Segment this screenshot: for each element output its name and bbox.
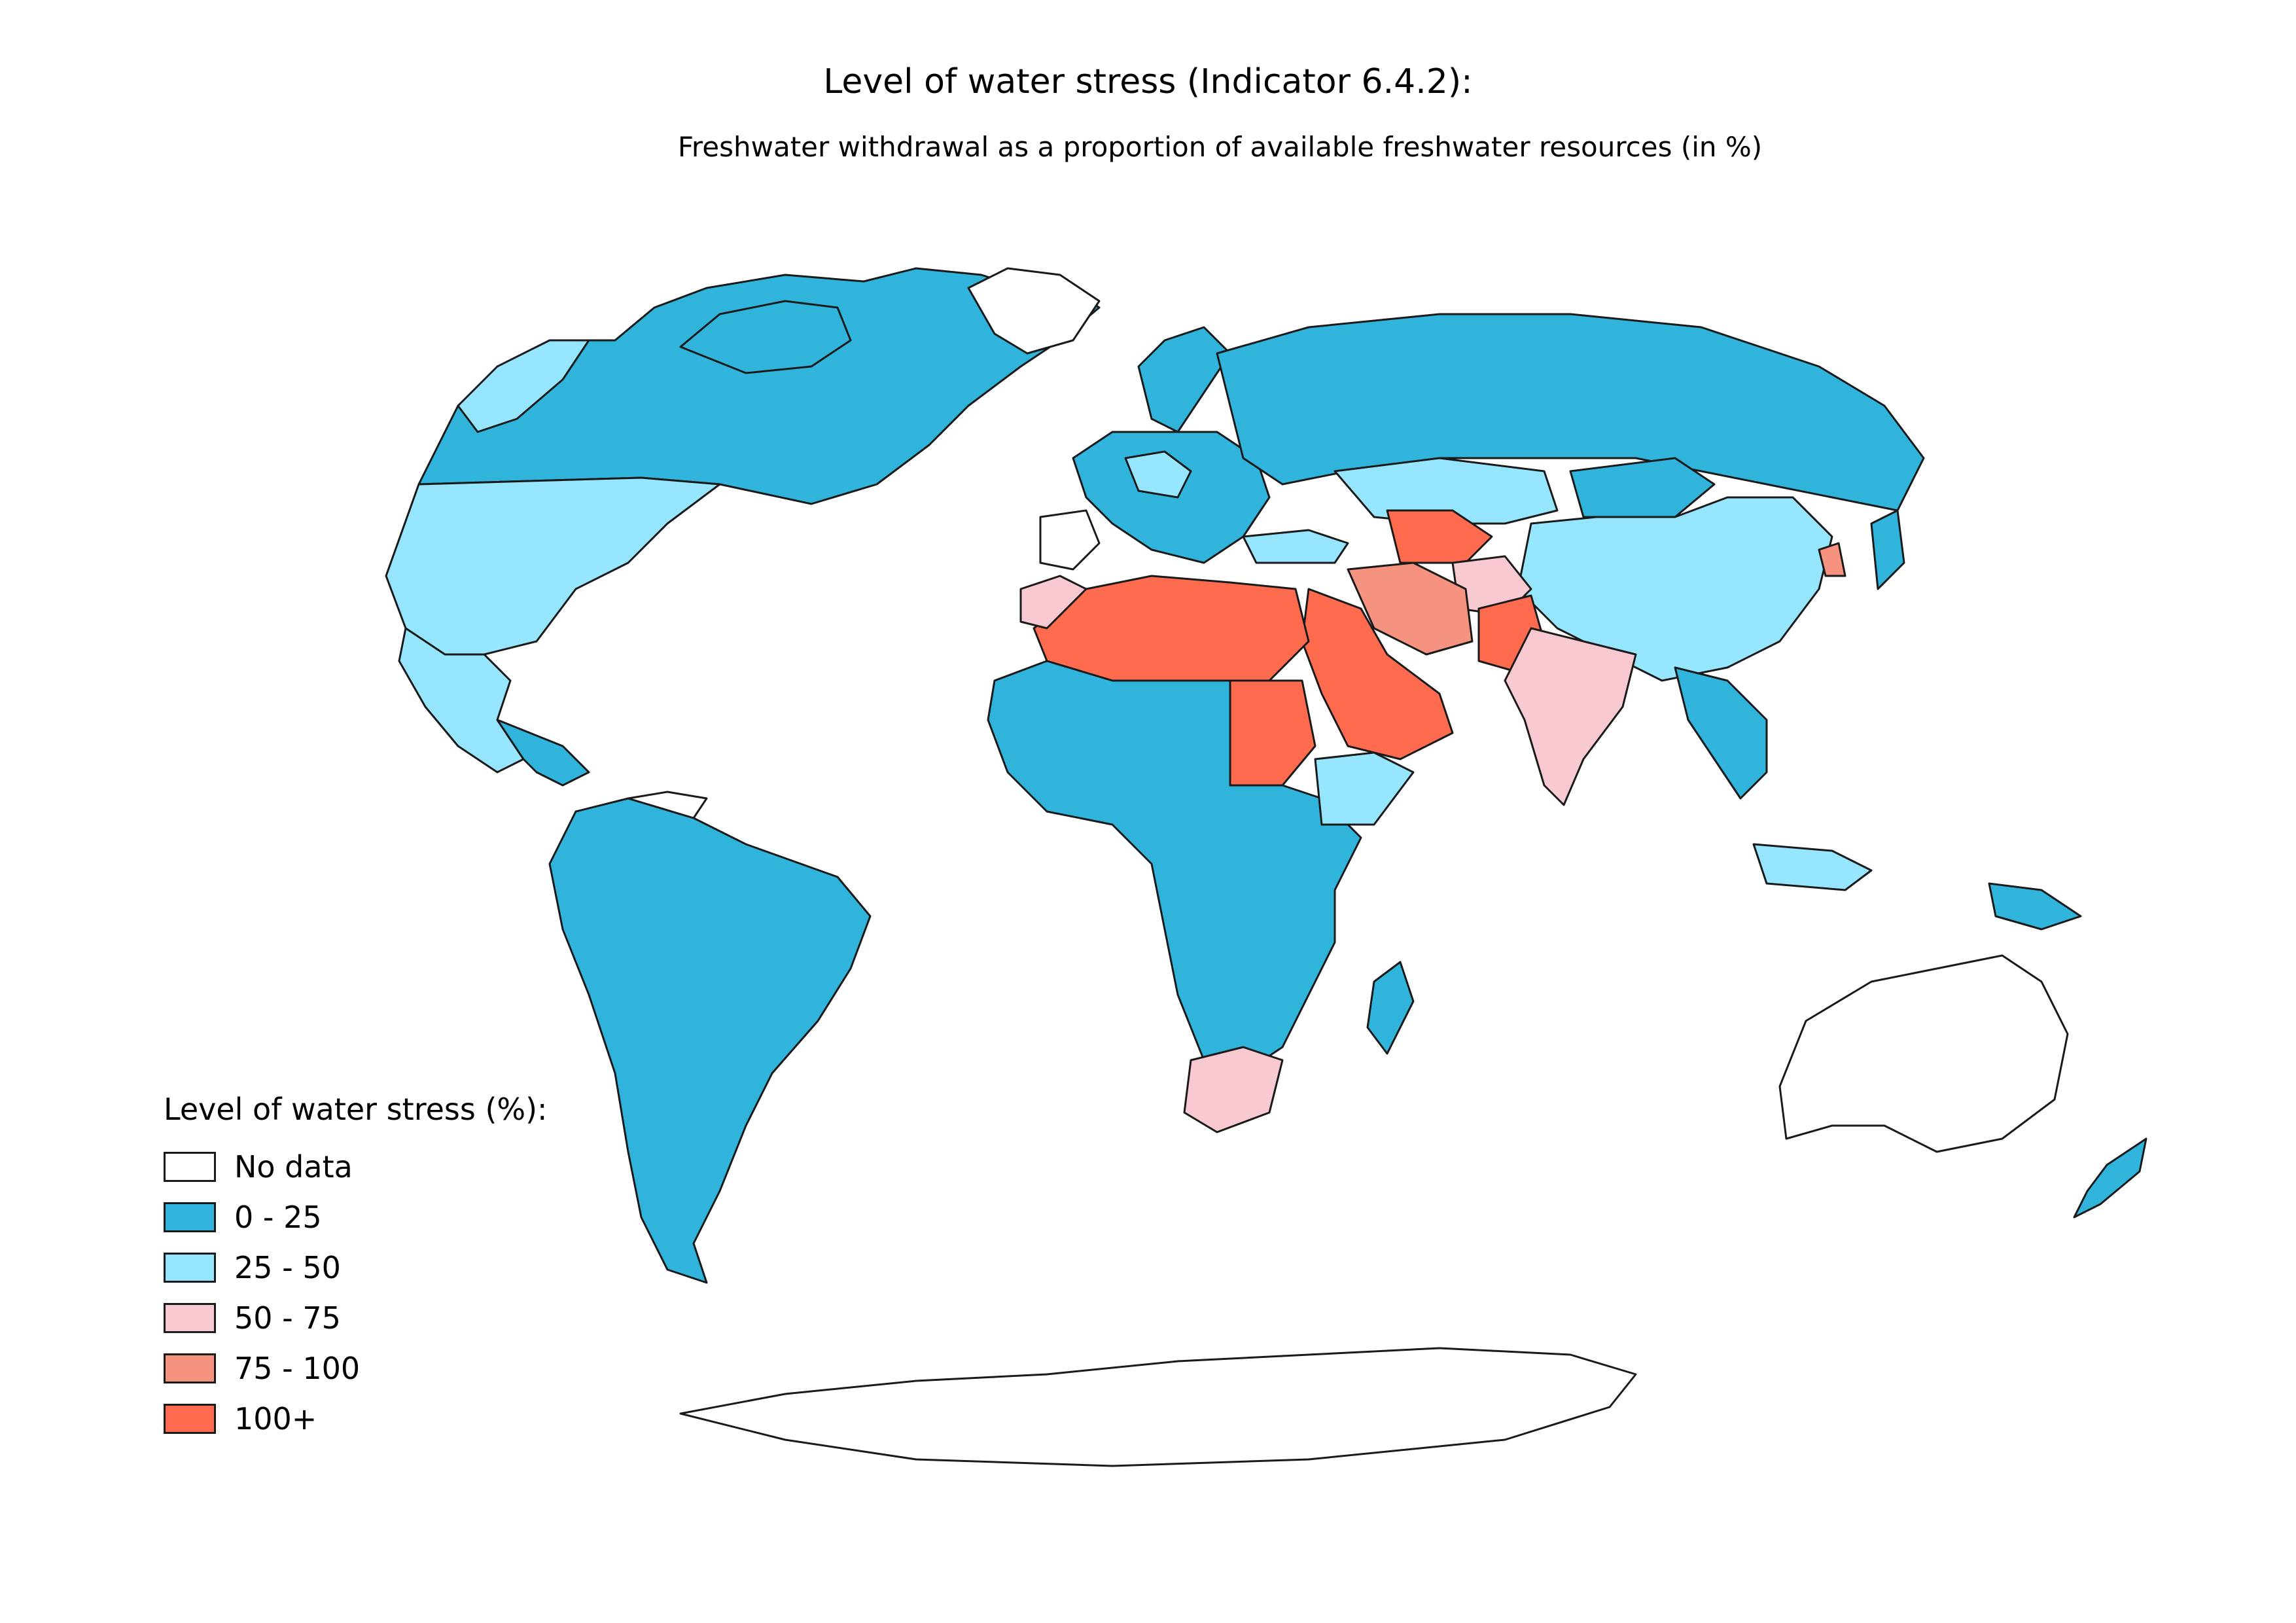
legend-swatch <box>164 1202 216 1232</box>
legend-label: 0 - 25 <box>234 1199 322 1235</box>
region-turkey <box>1242 529 1349 564</box>
region-africa <box>987 660 1362 1075</box>
legend-item: 50 - 75 <box>164 1293 548 1343</box>
legend-title: Level of water stress (%): <box>164 1092 548 1127</box>
region-kazakhstan <box>1333 457 1559 525</box>
legend-label: No data <box>234 1149 353 1185</box>
legend-label: 100+ <box>234 1400 317 1436</box>
region-central-europe <box>1124 450 1192 499</box>
region-mongolia <box>1569 457 1716 518</box>
legend-swatch <box>164 1353 216 1383</box>
region-central-america <box>496 719 590 787</box>
map-subtitle: Freshwater withdrawal as a proportion of… <box>677 131 1763 163</box>
legend-item: 100+ <box>164 1393 548 1444</box>
region-antarctica <box>679 1347 1637 1467</box>
legend-swatch <box>164 1252 216 1283</box>
legend-item: 0 - 25 <box>164 1192 548 1242</box>
legend-item: No data <box>164 1141 548 1192</box>
region-new-zealand <box>2073 1137 2147 1219</box>
legend-swatch <box>164 1151 216 1182</box>
region-russia <box>1216 313 1925 512</box>
region-madagascar <box>1366 961 1415 1055</box>
region-morocco <box>1019 575 1087 630</box>
region-iberia <box>1039 509 1101 571</box>
region-scandinavia <box>1137 326 1231 433</box>
region-canada-arctic <box>679 300 852 374</box>
region-venezuela <box>627 791 708 819</box>
region-korea <box>1818 542 1846 577</box>
legend-item: 75 - 100 <box>164 1343 548 1393</box>
legend-swatch <box>164 1403 216 1434</box>
region-greenland <box>967 267 1101 355</box>
legend-item: 25 - 50 <box>164 1242 548 1293</box>
region-usa <box>385 476 721 656</box>
region-south-africa <box>1183 1046 1284 1133</box>
region-china <box>1517 496 1833 682</box>
legend-label: 75 - 100 <box>234 1350 361 1386</box>
region-japan <box>1870 509 1905 590</box>
map-title: Level of water stress (Indicator 6.4.2): <box>823 62 1473 101</box>
legend-label: 25 - 50 <box>234 1249 341 1285</box>
region-south-america <box>548 797 872 1284</box>
legend: Level of water stress (%): No data 0 - 2… <box>164 1092 548 1444</box>
region-arabia <box>1301 588 1454 760</box>
region-australia <box>1778 954 2069 1153</box>
region-india <box>1504 627 1637 806</box>
region-indonesia <box>1752 843 1873 891</box>
region-alaska <box>457 339 590 433</box>
region-europe <box>1072 431 1271 564</box>
region-sudan <box>1229 679 1316 787</box>
region-papua <box>1988 882 2082 931</box>
legend-swatch <box>164 1302 216 1333</box>
legend-label: 50 - 75 <box>234 1300 341 1336</box>
region-central-asia <box>1386 509 1493 564</box>
region-iran <box>1347 562 1474 656</box>
region-horn-africa <box>1314 751 1415 826</box>
region-southeast-asia <box>1674 666 1768 800</box>
